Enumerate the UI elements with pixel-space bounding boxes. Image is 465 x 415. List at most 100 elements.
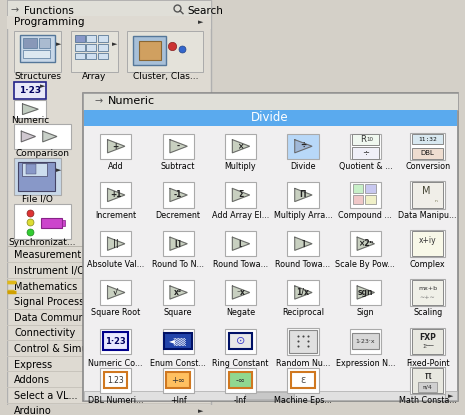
FancyBboxPatch shape [100,134,131,159]
Text: Ring Constant: Ring Constant [213,359,269,368]
FancyBboxPatch shape [163,329,194,354]
Polygon shape [22,104,38,115]
FancyBboxPatch shape [7,246,211,247]
Text: +1: +1 [110,190,121,200]
Text: 1/x: 1/x [297,288,309,297]
Text: ∼+∼: ∼+∼ [420,295,436,300]
FancyBboxPatch shape [7,0,211,16]
FancyBboxPatch shape [352,184,363,193]
Text: mx+b: mx+b [418,286,437,291]
Text: Multiply Arra...: Multiply Arra... [273,211,332,220]
Text: ►: ► [56,41,61,47]
FancyBboxPatch shape [14,82,46,100]
Text: Quotient & ...: Quotient & ... [339,162,392,171]
Text: ⁻x: ⁻x [236,288,245,297]
Polygon shape [170,237,187,250]
Text: M: M [421,186,430,196]
Text: x²: x² [174,288,182,297]
Text: ||: || [113,239,119,248]
FancyBboxPatch shape [75,35,85,42]
Polygon shape [357,237,374,250]
FancyBboxPatch shape [287,280,319,305]
FancyBboxPatch shape [365,184,376,193]
Text: π: π [425,371,431,381]
FancyBboxPatch shape [410,279,445,306]
Polygon shape [107,188,125,202]
Text: Divide: Divide [290,162,316,171]
FancyBboxPatch shape [18,162,55,191]
FancyBboxPatch shape [412,280,443,305]
FancyBboxPatch shape [410,366,445,394]
Text: Multiply: Multiply [225,162,256,171]
Text: Express: Express [14,360,53,370]
Polygon shape [295,188,312,202]
Text: Data Manipu...: Data Manipu... [399,211,457,220]
FancyBboxPatch shape [100,329,131,354]
Text: +Inf: +Inf [170,396,186,405]
Text: 1.23: 1.23 [107,376,124,385]
Text: Conversion: Conversion [405,162,450,171]
Text: Σ: Σ [238,190,243,200]
FancyBboxPatch shape [163,368,194,393]
FancyBboxPatch shape [86,44,96,51]
FancyBboxPatch shape [139,41,160,61]
Text: ⌉: ⌉ [301,239,305,248]
Text: ⌊⌉: ⌊⌉ [175,239,182,248]
FancyBboxPatch shape [7,387,211,388]
Text: Add: Add [108,162,124,171]
Text: Programming: Programming [14,17,85,27]
Text: Divide: Divide [251,112,289,124]
FancyBboxPatch shape [350,182,381,208]
FancyBboxPatch shape [14,100,46,118]
Polygon shape [295,140,312,153]
Text: Cluster, Clas...: Cluster, Clas... [133,71,198,81]
Text: Array: Array [82,71,106,81]
FancyBboxPatch shape [75,44,85,51]
FancyBboxPatch shape [225,134,256,159]
FancyBboxPatch shape [350,134,381,159]
Text: Sign: Sign [357,308,374,317]
Text: Fixed-Point: Fixed-Point [406,359,450,368]
Text: Mathematics: Mathematics [14,282,78,292]
Text: ×2ⁿ: ×2ⁿ [358,239,373,248]
Text: →: → [10,6,19,16]
FancyBboxPatch shape [410,230,445,257]
FancyBboxPatch shape [287,182,319,208]
Text: Round Towa...: Round Towa... [275,260,331,269]
FancyBboxPatch shape [71,31,118,72]
FancyBboxPatch shape [246,392,294,399]
FancyBboxPatch shape [7,278,211,279]
FancyBboxPatch shape [22,163,47,176]
FancyBboxPatch shape [98,44,108,51]
FancyBboxPatch shape [412,231,443,256]
FancyBboxPatch shape [127,31,204,72]
Text: 1·23: 1·23 [19,86,41,95]
Text: R: R [360,135,366,144]
FancyBboxPatch shape [20,35,55,62]
Text: Math Consta...: Math Consta... [399,396,457,405]
Text: File I/O: File I/O [22,194,53,203]
Text: -1: -1 [174,190,182,200]
FancyBboxPatch shape [100,280,131,305]
FancyBboxPatch shape [225,182,256,208]
Text: Scaling: Scaling [413,308,442,317]
FancyBboxPatch shape [412,329,443,354]
Text: DBL: DBL [421,150,435,156]
Text: Decrement: Decrement [156,211,200,220]
FancyBboxPatch shape [7,262,211,263]
FancyBboxPatch shape [163,280,194,305]
FancyBboxPatch shape [165,333,192,349]
Text: Arduino: Arduino [14,406,52,415]
Text: -∞: -∞ [235,376,246,385]
Text: π/4: π/4 [423,385,432,390]
FancyBboxPatch shape [163,134,194,159]
FancyBboxPatch shape [7,356,211,357]
FancyBboxPatch shape [291,372,315,388]
Polygon shape [170,286,187,299]
Text: ►: ► [113,41,118,47]
FancyBboxPatch shape [7,371,211,372]
FancyBboxPatch shape [287,231,319,256]
Text: Add Array El...: Add Array El... [212,211,269,220]
FancyBboxPatch shape [62,220,65,226]
FancyBboxPatch shape [163,231,194,256]
